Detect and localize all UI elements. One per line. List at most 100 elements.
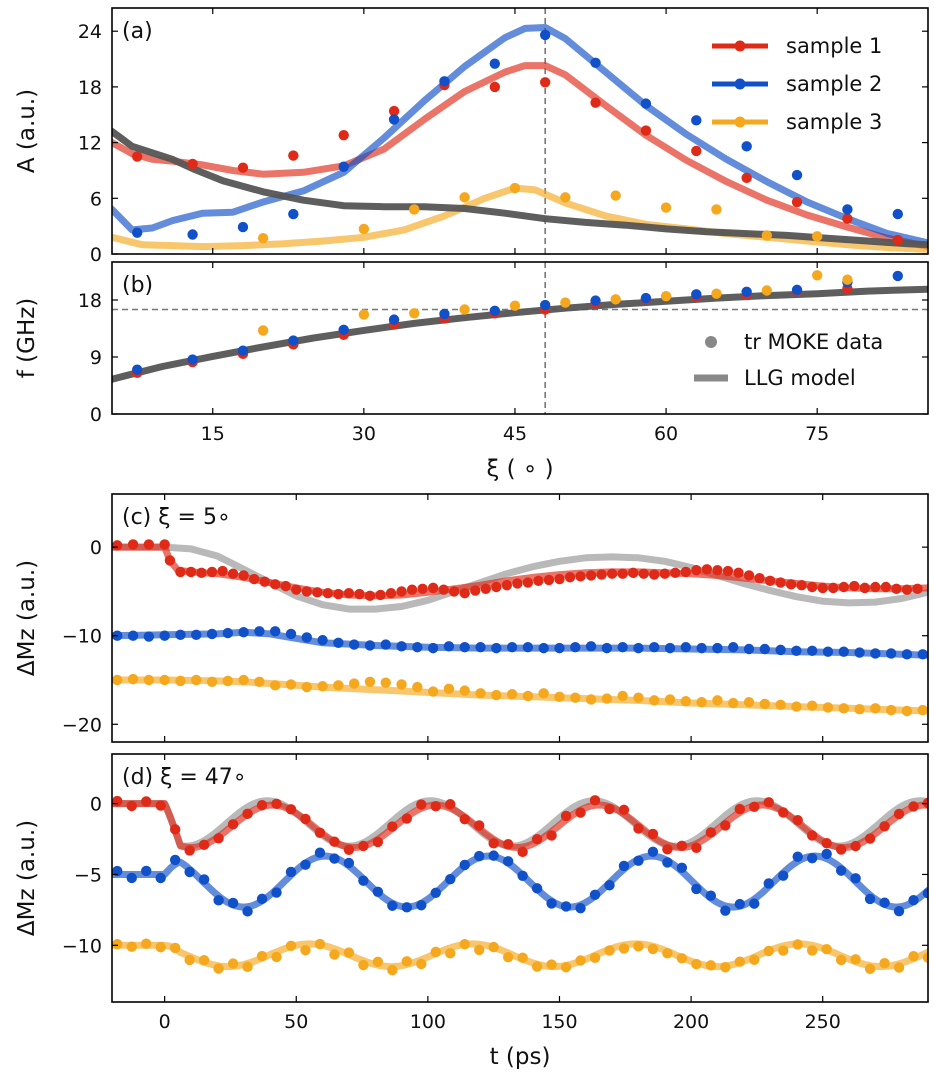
data-point-sample2 <box>288 335 299 346</box>
data-point-sample1 <box>596 569 607 580</box>
x-axis-label: ξ ( ∘ ) <box>486 456 553 482</box>
data-point-sample2 <box>822 646 834 657</box>
data-point-sample3 <box>711 204 722 215</box>
data-point-sample3 <box>633 692 644 703</box>
data-point-sample1 <box>676 840 688 852</box>
data-point-sample2 <box>187 229 198 240</box>
y-tick-label: 6 <box>90 188 102 210</box>
data-point-sample3 <box>509 182 521 194</box>
data-point-sample3 <box>430 946 441 958</box>
data-point-sample1 <box>543 574 555 586</box>
data-point-sample2 <box>364 640 376 651</box>
data-point-sample2 <box>640 292 652 304</box>
data-point-sample2 <box>539 299 551 311</box>
data-point-sample1 <box>849 580 860 592</box>
y-axis-label: ΔMz (a.u.) <box>14 820 40 936</box>
data-point-sample1 <box>502 839 514 850</box>
data-point-sample2 <box>917 649 928 660</box>
data-point-sample3 <box>333 680 344 691</box>
data-point-sample2 <box>388 114 400 125</box>
data-point-sample2 <box>741 286 752 297</box>
data-point-sample2 <box>633 642 644 654</box>
data-point-sample2 <box>300 859 311 870</box>
plot-area <box>112 262 928 414</box>
data-point-sample3 <box>271 951 282 963</box>
data-point-sample3 <box>329 949 340 960</box>
y-tick-label: 9 <box>90 347 102 369</box>
data-point-sample1 <box>763 797 774 808</box>
data-point-sample1 <box>213 833 224 844</box>
data-point-sample2 <box>662 857 673 868</box>
data-point-sample2 <box>885 648 897 659</box>
data-point-sample3 <box>676 953 688 964</box>
data-point-sample1 <box>375 589 386 601</box>
data-point-sample2 <box>546 898 557 909</box>
data-point-sample1 <box>640 125 652 136</box>
data-point-sample1 <box>589 795 601 806</box>
data-point-sample2 <box>850 873 861 884</box>
data-point-sample3 <box>155 941 166 953</box>
data-point-sample1 <box>606 568 618 579</box>
data-point-sample1 <box>438 584 449 595</box>
data-point-sample3 <box>491 689 502 701</box>
data-point-sample3 <box>922 952 928 963</box>
data-point-sample2 <box>213 895 224 906</box>
data-point-sample2 <box>691 115 702 126</box>
data-point-sample1 <box>585 570 597 581</box>
data-point-sample1 <box>385 588 397 599</box>
data-point-sample2 <box>329 853 340 864</box>
data-point-sample3 <box>488 941 499 953</box>
data-point-sample2 <box>691 289 702 300</box>
data-point-sample3 <box>680 696 692 707</box>
axes-frame <box>111 261 929 415</box>
data-point-sample2 <box>664 642 676 654</box>
data-point-sample1 <box>126 800 137 812</box>
data-point-sample2 <box>570 642 581 653</box>
data-point-sample2 <box>242 906 253 917</box>
data-point-sample2 <box>285 866 297 878</box>
data-point-sample1 <box>343 588 355 599</box>
data-point-sample1 <box>491 581 502 593</box>
data-point-sample3 <box>459 938 470 950</box>
data-point-sample1 <box>131 151 143 162</box>
data-point-sample2 <box>741 141 752 152</box>
data-point-sample2 <box>348 639 360 650</box>
data-point-sample2 <box>759 643 770 655</box>
data-point-sample2 <box>338 161 349 172</box>
data-point-sample2 <box>901 649 913 660</box>
data-point-sample3 <box>416 958 427 970</box>
data-point-sample2 <box>705 890 717 901</box>
data-point-sample2 <box>288 208 299 220</box>
data-point-sample1 <box>459 588 470 599</box>
axes-frame <box>111 7 929 255</box>
data-point-sample2 <box>585 641 597 652</box>
data-point-sample1 <box>364 590 376 602</box>
data-point-sample2 <box>338 324 349 335</box>
data-point-sample1 <box>206 566 218 578</box>
data-point-sample1 <box>659 568 670 579</box>
data-point-sample1 <box>859 582 871 594</box>
x-axis-label: t (ps) <box>490 1044 551 1070</box>
data-point-sample1 <box>880 581 892 593</box>
data-point-sample2 <box>254 626 265 637</box>
data-point-sample1 <box>835 844 847 855</box>
data-point-sample2 <box>489 305 501 316</box>
data-point-sample1 <box>546 830 557 841</box>
data-point-sample2 <box>237 221 249 233</box>
data-point-sample1 <box>705 827 717 838</box>
data-point-sample1 <box>691 145 702 157</box>
data-point-sample1 <box>285 804 297 815</box>
data-point-sample3 <box>443 683 455 695</box>
data-point-sample3 <box>242 961 253 973</box>
panel-b: 15 30 45 60 75 0 9 18 f (GHz) ξ ( ∘ ) (b) tr MOKE d… <box>14 261 929 482</box>
data-point-sample3 <box>459 192 470 203</box>
data-point-sample3 <box>459 304 470 315</box>
data-point-sample1 <box>560 810 572 822</box>
data-point-sample1 <box>701 564 713 575</box>
data-point-sample2 <box>126 872 137 884</box>
x-tick-label: 60 <box>654 423 678 445</box>
data-point-sample2 <box>539 29 551 41</box>
data-point-sample2 <box>314 847 326 858</box>
data-point-sample3 <box>664 694 676 705</box>
